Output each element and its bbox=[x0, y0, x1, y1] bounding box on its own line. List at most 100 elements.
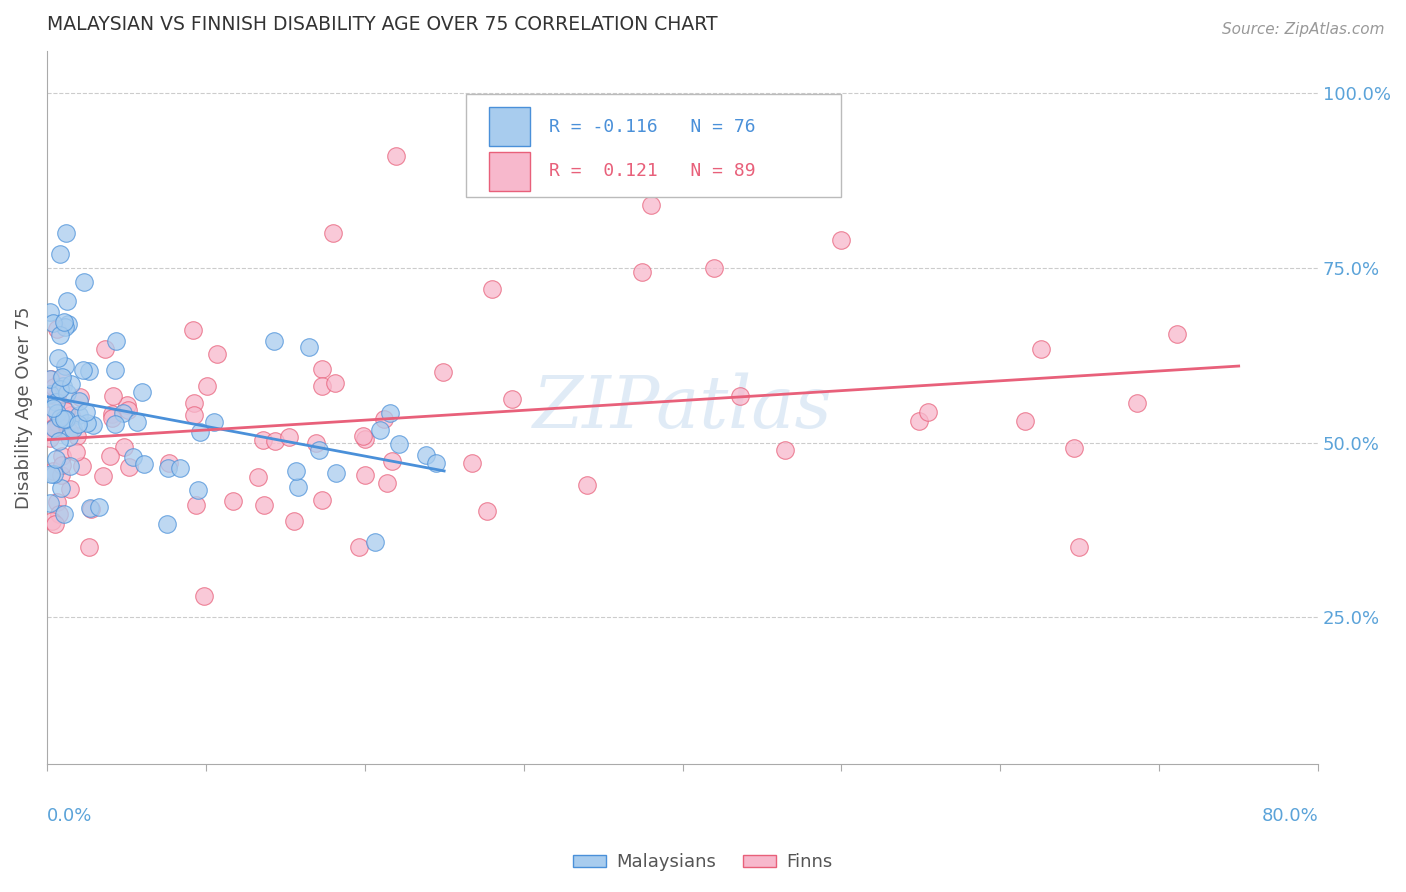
Point bbox=[169, 460, 191, 475]
Point bbox=[728, 389, 751, 403]
Point bbox=[1125, 396, 1147, 410]
Point bbox=[104, 362, 127, 376]
Point bbox=[364, 535, 387, 549]
FancyBboxPatch shape bbox=[489, 107, 530, 146]
Point bbox=[39, 423, 62, 437]
Point bbox=[69, 390, 91, 404]
Point bbox=[104, 334, 127, 348]
Point bbox=[917, 405, 939, 419]
Point bbox=[202, 416, 225, 430]
Point bbox=[72, 275, 94, 289]
Point bbox=[187, 483, 209, 497]
Text: 80.0%: 80.0% bbox=[1261, 807, 1319, 825]
Point bbox=[388, 437, 411, 451]
Point bbox=[45, 395, 67, 409]
Point bbox=[55, 412, 77, 426]
Point bbox=[60, 409, 83, 423]
Point bbox=[501, 392, 523, 406]
Point bbox=[284, 464, 307, 478]
Point bbox=[703, 260, 725, 275]
Point bbox=[186, 498, 208, 512]
Point bbox=[183, 323, 205, 337]
Y-axis label: Disability Age Over 75: Disability Age Over 75 bbox=[15, 306, 32, 508]
Point bbox=[117, 402, 139, 417]
Point bbox=[39, 496, 62, 510]
Point bbox=[91, 469, 114, 483]
Point bbox=[55, 386, 77, 401]
Point bbox=[44, 380, 66, 394]
Point bbox=[415, 448, 437, 462]
Point bbox=[131, 385, 153, 400]
Point bbox=[631, 265, 654, 279]
Point bbox=[311, 362, 333, 376]
Point bbox=[82, 417, 104, 432]
Text: MALAYSIAN VS FINNISH DISABILITY AGE OVER 75 CORRELATION CHART: MALAYSIAN VS FINNISH DISABILITY AGE OVER… bbox=[46, 15, 717, 34]
Legend: Malaysians, Finns: Malaysians, Finns bbox=[565, 847, 841, 879]
Point bbox=[44, 467, 66, 482]
Point bbox=[39, 431, 62, 445]
Point bbox=[193, 590, 215, 604]
Point bbox=[264, 434, 287, 449]
Point bbox=[55, 226, 77, 240]
Point bbox=[287, 479, 309, 493]
Point bbox=[132, 458, 155, 472]
Point bbox=[72, 459, 94, 474]
Text: Source: ZipAtlas.com: Source: ZipAtlas.com bbox=[1222, 22, 1385, 37]
Point bbox=[39, 387, 62, 401]
Point bbox=[373, 412, 395, 426]
Point bbox=[112, 440, 135, 454]
Point bbox=[354, 468, 377, 483]
Point bbox=[640, 197, 662, 211]
Point bbox=[58, 430, 80, 444]
Point bbox=[39, 467, 62, 481]
Point bbox=[87, 500, 110, 514]
Point bbox=[75, 405, 97, 419]
Point bbox=[425, 456, 447, 470]
Point bbox=[100, 449, 122, 463]
Point bbox=[59, 459, 82, 474]
Point bbox=[253, 499, 276, 513]
Point bbox=[1031, 342, 1053, 356]
Point bbox=[79, 501, 101, 516]
Point bbox=[101, 407, 124, 421]
Point bbox=[53, 320, 76, 334]
Point bbox=[325, 466, 347, 480]
Point bbox=[432, 365, 454, 379]
Point bbox=[46, 351, 69, 365]
Point bbox=[67, 408, 90, 422]
Point bbox=[51, 458, 73, 473]
Text: R = -0.116   N = 76: R = -0.116 N = 76 bbox=[548, 118, 755, 136]
Point bbox=[48, 434, 70, 448]
Point bbox=[76, 417, 98, 431]
Point bbox=[156, 516, 179, 531]
Point bbox=[188, 425, 211, 439]
Point bbox=[39, 372, 62, 386]
Point bbox=[263, 334, 285, 348]
Point bbox=[461, 456, 484, 470]
Point bbox=[205, 347, 228, 361]
Point bbox=[42, 421, 65, 435]
Text: 0.0%: 0.0% bbox=[46, 807, 93, 825]
Point bbox=[56, 317, 79, 331]
Point bbox=[104, 417, 127, 432]
Point bbox=[195, 379, 218, 393]
Point bbox=[278, 430, 301, 444]
Point bbox=[39, 305, 62, 319]
Point bbox=[49, 372, 72, 386]
Point bbox=[52, 379, 75, 393]
Point bbox=[378, 406, 401, 420]
Point bbox=[112, 406, 135, 420]
Point bbox=[1069, 541, 1091, 555]
Point bbox=[121, 450, 143, 465]
Point bbox=[67, 394, 90, 409]
Point bbox=[41, 401, 63, 416]
Point bbox=[49, 382, 72, 396]
Point bbox=[42, 317, 65, 331]
Point bbox=[46, 322, 69, 336]
FancyBboxPatch shape bbox=[467, 94, 841, 197]
Point bbox=[72, 363, 94, 377]
Point bbox=[53, 402, 76, 417]
Point bbox=[115, 398, 138, 412]
Point bbox=[773, 443, 796, 458]
Point bbox=[65, 444, 87, 458]
